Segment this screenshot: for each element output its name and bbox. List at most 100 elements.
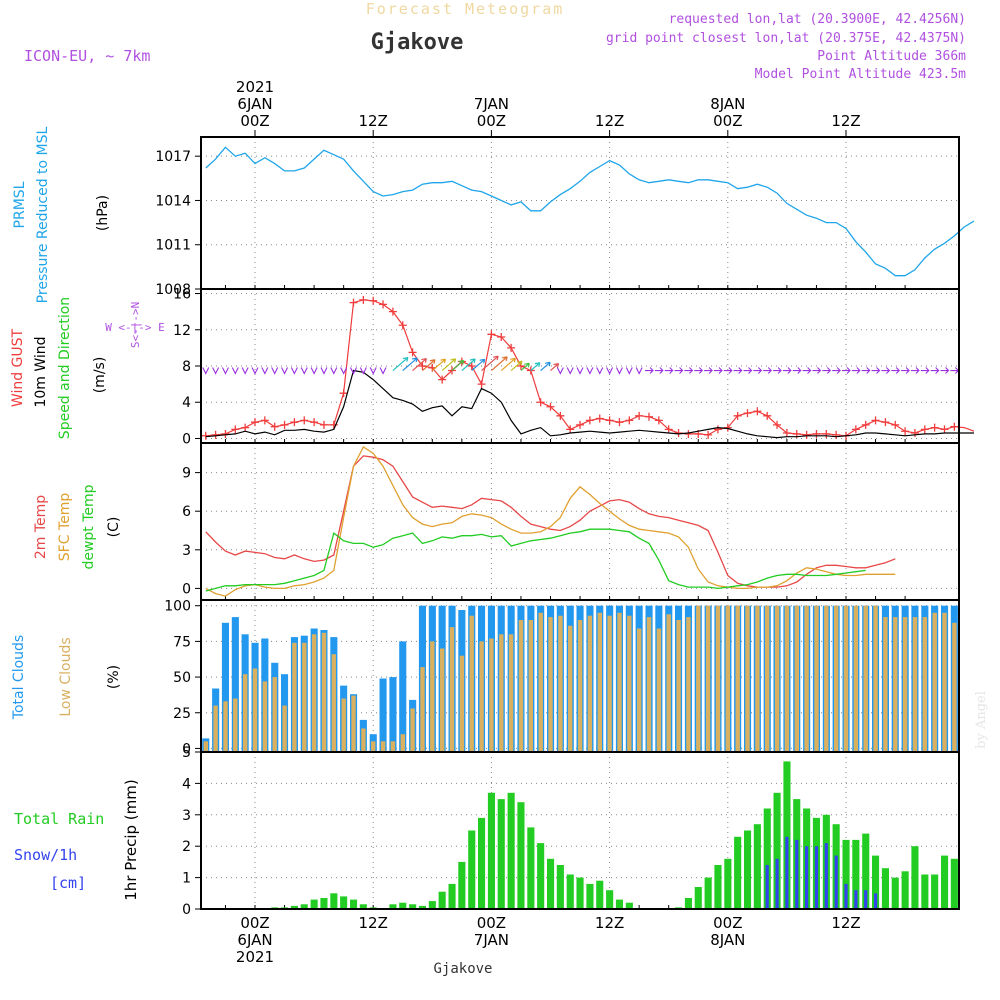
wind-direction-arrow bbox=[251, 367, 259, 375]
low-cloud-bar bbox=[341, 698, 346, 752]
low-cloud-bar bbox=[282, 705, 287, 752]
low-cloud-bar bbox=[843, 605, 849, 752]
gust-marker bbox=[201, 431, 210, 440]
low-cloud-bar bbox=[794, 605, 799, 752]
gust-marker bbox=[487, 330, 496, 339]
low-cloud-bar bbox=[922, 617, 927, 752]
gust-marker bbox=[910, 429, 919, 438]
gust-marker bbox=[753, 407, 762, 416]
low-cloud-bar bbox=[508, 634, 514, 752]
top-time-label: 00Z bbox=[240, 112, 269, 130]
gust-marker bbox=[329, 420, 338, 429]
gust-marker bbox=[536, 398, 545, 407]
wind-direction-arrow-head bbox=[440, 358, 446, 364]
gust-marker bbox=[566, 425, 575, 434]
wind-direction-arrow bbox=[664, 367, 674, 374]
snow-bar bbox=[844, 883, 848, 909]
wind-direction-arrow bbox=[379, 367, 387, 375]
model-label: ICON-EU, ~ 7km bbox=[24, 47, 150, 65]
y-tick-label: 8 bbox=[182, 359, 191, 375]
wind-direction-arrow bbox=[491, 356, 508, 371]
gust-marker bbox=[822, 429, 831, 438]
low-cloud-bar bbox=[252, 668, 258, 752]
wind-direction-arrow bbox=[431, 358, 446, 371]
gust-marker bbox=[241, 423, 250, 432]
low-cloud-bar bbox=[883, 617, 888, 752]
wind-direction-arrow bbox=[461, 358, 476, 371]
low-cloud-bar bbox=[902, 617, 908, 752]
bottom-time-label: 12Z bbox=[359, 914, 388, 932]
low-cloud-bar bbox=[203, 741, 208, 752]
low-cloud-bar bbox=[459, 655, 465, 752]
wind-direction-arrow bbox=[261, 367, 269, 375]
low-cloud-bar bbox=[479, 641, 484, 752]
y-tick-label: 75 bbox=[173, 634, 191, 650]
snow-bar bbox=[854, 890, 858, 909]
wind-direction-arrow bbox=[832, 367, 841, 374]
rain-bar bbox=[872, 855, 880, 909]
rain-bar bbox=[763, 808, 771, 909]
rain-bar bbox=[320, 898, 328, 909]
gust-marker bbox=[497, 333, 506, 342]
gust-marker bbox=[290, 418, 299, 427]
low-cloud-bar bbox=[814, 605, 819, 752]
wind-direction-arrow bbox=[871, 367, 881, 374]
snow-bar bbox=[834, 855, 838, 909]
wind-direction-arrow-head bbox=[479, 358, 486, 364]
gust-marker bbox=[260, 416, 269, 425]
wind-direction-arrow bbox=[635, 367, 643, 375]
top-time-label: 12Z bbox=[595, 112, 624, 130]
low-cloud-bar bbox=[430, 641, 435, 752]
rain-bar bbox=[625, 902, 633, 909]
wind-direction-arrow bbox=[369, 367, 377, 375]
wind-direction-arrow-head bbox=[553, 363, 560, 368]
y-tick-label: 9 bbox=[182, 466, 191, 482]
wind-direction-arrow bbox=[723, 367, 733, 374]
rain-bar bbox=[438, 891, 446, 909]
gust-marker bbox=[664, 425, 673, 434]
gust-marker bbox=[832, 430, 841, 439]
low-cloud-bar bbox=[331, 654, 336, 752]
low-cloud-bar bbox=[577, 620, 583, 752]
bottom-time-label: 12Z bbox=[595, 914, 624, 932]
low-cloud-bar bbox=[449, 627, 455, 752]
low-cloud-bar bbox=[400, 734, 405, 752]
rain-bar bbox=[537, 843, 545, 909]
low-cloud-bar bbox=[528, 620, 533, 752]
gust-marker bbox=[901, 427, 910, 436]
wind-direction-arrow bbox=[320, 367, 328, 375]
rain-bar bbox=[852, 839, 860, 909]
wind-direction-arrow bbox=[645, 367, 654, 374]
low-cloud-bar bbox=[223, 701, 228, 752]
gust-marker bbox=[556, 411, 565, 420]
wind-direction-arrow bbox=[763, 367, 772, 374]
wind-direction-arrow bbox=[842, 367, 851, 374]
rain-bar bbox=[330, 893, 338, 909]
gust-marker bbox=[231, 425, 240, 434]
y-tick-label: 6 bbox=[182, 504, 191, 520]
wind-direction-arrow bbox=[654, 367, 664, 374]
low-cloud-bar bbox=[873, 605, 878, 752]
wind-direction-arrow bbox=[606, 367, 614, 375]
wind-panel-labels: Wind GUST 10m Wind Speed and Direction (… bbox=[10, 297, 165, 439]
wind-direction-arrow-head bbox=[534, 362, 541, 367]
label-snow-unit: [cm] bbox=[50, 874, 86, 892]
rain-bar bbox=[891, 877, 899, 909]
low-cloud-bar bbox=[302, 642, 307, 752]
rain-bar bbox=[576, 877, 584, 909]
rain-bar bbox=[487, 792, 495, 909]
low-cloud-bar bbox=[804, 605, 809, 752]
rain-bar bbox=[586, 883, 594, 909]
panel-wind: 0 4 8 12 16 bbox=[173, 287, 959, 447]
gust-marker bbox=[310, 418, 319, 427]
location-title: Gjakove bbox=[371, 30, 464, 55]
gust-marker bbox=[881, 418, 890, 427]
rain-bar bbox=[389, 904, 397, 909]
low-cloud-bar bbox=[912, 617, 918, 752]
bottom-time-label: 00Z bbox=[240, 914, 269, 932]
low-cloud-bar bbox=[518, 620, 524, 752]
rain-bar bbox=[409, 904, 417, 909]
gust-marker bbox=[319, 420, 328, 429]
wind-direction-arrow bbox=[350, 367, 357, 375]
wind-direction-arrow bbox=[753, 367, 763, 374]
